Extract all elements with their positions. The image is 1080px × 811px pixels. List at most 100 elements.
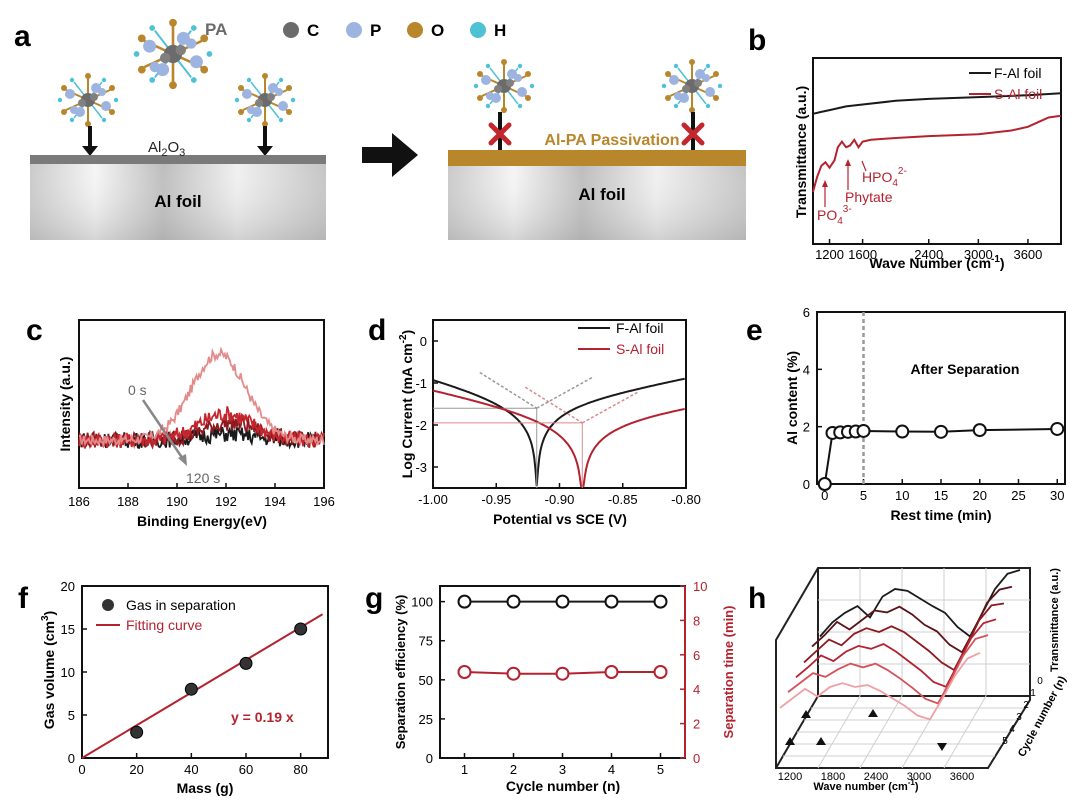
chart-d-ytick-label: -2 (415, 418, 427, 433)
chart-h-series-0 (819, 569, 1021, 638)
chart-d-tafel-fit (524, 386, 583, 424)
chart-d-ytick-label: -1 (415, 376, 427, 391)
pa-molecule-icon (660, 58, 724, 114)
chart-c-xtick-label: 196 (313, 494, 335, 509)
chart-f-point (130, 725, 144, 739)
chart-f-xlabel: Mass (g) (177, 780, 234, 796)
chart-f-xtick-label: 80 (293, 762, 307, 777)
chart-d-series-f-al-foil (432, 377, 685, 486)
chart-e-point (972, 423, 987, 438)
legend-hydrogen-label: H (494, 21, 506, 40)
chart-g-ytick-label: 100 (411, 595, 433, 610)
chart-d-legend-f: F-Al foil (616, 320, 663, 336)
chart-b-series-s-al-foil (812, 114, 1062, 193)
chart-b-xlabel: Wave Number (cm-1) (869, 254, 1004, 271)
oxide-layer (30, 155, 326, 164)
chart-h-xtick-label: 2400 (864, 771, 888, 783)
chart-e-point (934, 424, 948, 439)
chart-h-series-3 (795, 618, 997, 688)
chart-c-ylabel: Intensity (a.u.) (57, 357, 73, 452)
chart-e-frame (816, 311, 1066, 485)
chart-d-tafel-fit (479, 371, 538, 409)
chart-f-ylabel: Gas volume (cm3) (40, 611, 57, 729)
chart-c-xtick-label: 194 (264, 494, 286, 509)
chart-b-xtick-label: 3000 (964, 247, 993, 262)
panel-letter-f: f (18, 582, 29, 615)
chart-c-time-arrow (141, 399, 185, 460)
chart-g-time-point (653, 665, 668, 679)
chart-c: 186 188 190 192 194 196 0 s 120 s Intensity (… (57, 319, 335, 529)
chart-e-xlabel: Rest time (min) (890, 507, 991, 523)
chart-g-xtick-label: 5 (657, 762, 664, 777)
chart-g-ytick-label: 25 (419, 712, 433, 727)
chart-h-marker-up-icon (816, 737, 826, 745)
chart-g-y2tick-label: 2 (693, 717, 700, 732)
chart-d-tafel-fit (536, 376, 595, 409)
chart-e-xtick-label: 20 (973, 488, 987, 503)
chart-b-annotation-phytate: Phytate (845, 189, 893, 205)
chart-c-xtick-label: 190 (166, 494, 188, 509)
chart-f-point (239, 656, 253, 670)
chart-f-point (294, 622, 308, 636)
chart-d-xtick-label: -0.85 (608, 492, 638, 507)
chart-h-ztick-label: 5 (1002, 736, 1008, 747)
chart-g-time-point (457, 665, 472, 679)
chart-g-y2tick-label: 4 (693, 682, 700, 697)
panel-letter-d: d (368, 314, 386, 347)
chart-b: 1200 1600 2400 3000 3600 F-Al foil S-Al foil… (793, 57, 1062, 271)
chart-f-xtick-label: 60 (239, 762, 253, 777)
panel-letter-a: a (14, 20, 31, 53)
chart-h-ztick-label: 2 (1023, 700, 1029, 711)
chart-b-frame (812, 57, 1062, 245)
chart-g-y2tick-label: 0 (693, 751, 700, 766)
chart-f-legend-gas: Gas in separation (126, 597, 236, 613)
panel-letter-b: b (748, 24, 766, 57)
chart-g-ylabel: Separation efficiency (%) (393, 595, 408, 750)
legend-carbon-label: C (307, 21, 319, 40)
chart-e-point (1050, 421, 1065, 436)
panel-letter-e: e (746, 314, 763, 347)
chart-h-series-5 (779, 651, 981, 721)
chart-h-series-4 (787, 634, 989, 705)
chart-f-fit-line (81, 613, 324, 759)
chart-h-xtick-label: 1800 (821, 771, 845, 783)
chart-g-efficiency-point (653, 594, 668, 609)
chart-g-xtick-label: 4 (608, 762, 615, 777)
chart-h-ztick-label: 1 (1030, 688, 1036, 699)
schematic-panel: PA C P O H Al2O3 Al foil Al-PA Passivati… (30, 17, 746, 240)
chart-f-ytick-label: 15 (61, 622, 75, 637)
passivation-layer (448, 150, 746, 166)
chart-f-ytick-label: 10 (61, 665, 75, 680)
chart-g-efficiency-point (506, 594, 521, 609)
chart-g-xtick-label: 3 (559, 762, 566, 777)
chart-e-ytick-label: 4 (803, 362, 810, 377)
chart-b-series-f-al-foil (812, 92, 1062, 115)
block-x-icon (681, 122, 705, 146)
chart-e-xtick-label: 10 (895, 488, 909, 503)
chart-c-xlabel: Binding Energy(eV) (137, 513, 267, 529)
chart-f-legend-fit: Fitting curve (126, 617, 202, 633)
chart-h-marker-up-icon (785, 737, 795, 745)
chart-d-ytick-label: -3 (415, 460, 427, 475)
panel-letter-c: c (26, 314, 43, 347)
chart-g-ylabel2: Separation time (min) (721, 606, 736, 739)
chart-g-y2tick-label: 6 (693, 648, 700, 663)
al-foil-label-right: Al foil (578, 185, 625, 204)
chart-h-ztick-label: 0 (1037, 676, 1043, 687)
chart-h-grid (783, 568, 1030, 769)
chart-h-marker-down-icon (937, 743, 947, 751)
chart-d-legend-s: S-Al foil (616, 341, 664, 357)
chart-c-annotation-0s: 0 s (128, 382, 147, 398)
chart-g-xtick-label: 1 (461, 762, 468, 777)
chart-b-legend-f: F-Al foil (994, 65, 1041, 81)
chart-e-xtick-label: 5 (860, 488, 867, 503)
chart-e-point (817, 477, 832, 491)
al-foil-label-left: Al foil (154, 192, 201, 211)
block-x-icon (488, 122, 512, 146)
chart-d-xtick-label: -0.80 (671, 492, 701, 507)
chart-g-efficiency-point (604, 594, 619, 609)
pa-label: PA (205, 20, 227, 39)
chart-c-xtick-label: 188 (117, 494, 139, 509)
